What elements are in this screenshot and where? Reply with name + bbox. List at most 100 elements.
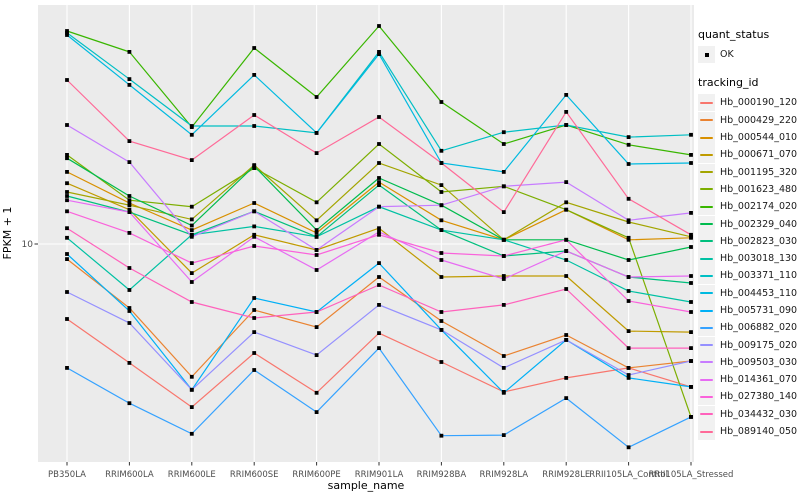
data-point: [564, 376, 569, 380]
data-point: [252, 330, 257, 334]
data-point: [689, 415, 693, 419]
legend-item-Hb_000190_120: Hb_000190_120: [698, 94, 798, 112]
legend-key: [698, 215, 715, 233]
data-point: [314, 95, 319, 99]
legend-item-Hb_034432_030: Hb_034432_030: [698, 405, 797, 423]
legend-tracking-id-items: Hb_000190_120 Hb_000429_220 Hb_000544_010 H…: [698, 94, 798, 441]
x-tick-label: RRIM928LE: [542, 470, 590, 480]
legend-key: [698, 267, 715, 285]
legend-item-label: Hb_003371_110: [720, 270, 798, 282]
data-point: [626, 275, 631, 279]
data-point: [314, 131, 319, 135]
data-point: [689, 330, 693, 334]
data-point: [189, 431, 194, 436]
data-point: [626, 445, 631, 450]
line-swatch-icon: [700, 309, 713, 312]
data-point: [189, 261, 194, 265]
data-point: [564, 237, 569, 242]
data-point: [377, 180, 381, 184]
data-point: [65, 78, 69, 82]
legend-item-Hb_004453_110: Hb_004453_110: [698, 284, 797, 302]
x-tick-label: PB350LA: [48, 470, 86, 480]
data-point: [377, 24, 381, 28]
legend-item-Hb_001623_480: Hb_001623_480: [698, 180, 797, 198]
data-point: [252, 209, 257, 214]
data-point: [439, 190, 444, 194]
legend-item-Hb_003018_130: Hb_003018_130: [698, 250, 797, 268]
data-point: [252, 164, 257, 168]
data-point: [65, 31, 69, 35]
legend-key: [698, 302, 715, 319]
data-point: [127, 83, 132, 87]
x-tick-label: RRIM600LA: [105, 470, 154, 480]
data-point: [127, 198, 132, 203]
data-point: [314, 390, 319, 395]
y-axis-title: FPKM + 1: [1, 207, 14, 260]
data-point: [65, 366, 69, 370]
data-point: [189, 217, 194, 222]
data-point: [65, 290, 69, 294]
data-point: [377, 50, 381, 54]
legend-item-label: OK: [720, 49, 734, 61]
data-point: [189, 204, 194, 209]
legend-item-label: Hb_002329_040: [720, 218, 798, 230]
data-point: [377, 176, 381, 180]
data-point: [65, 252, 69, 256]
data-point: [65, 194, 69, 198]
data-point: [689, 234, 693, 239]
legend-key: [698, 46, 715, 64]
data-point: [564, 396, 569, 400]
data-point: [377, 183, 381, 187]
legend-key: [698, 94, 715, 112]
data-point: [501, 130, 506, 135]
x-tick-label: RRIM600PE: [292, 470, 340, 480]
data-point: [65, 226, 69, 231]
line-swatch-icon: [700, 430, 713, 433]
data-point: [314, 231, 319, 235]
data-point: [439, 328, 444, 332]
data-point: [252, 316, 257, 320]
data-point: [127, 160, 132, 164]
line-swatch-icon: [700, 119, 713, 122]
data-point: [689, 274, 693, 278]
data-point: [314, 200, 319, 205]
data-point: [65, 181, 69, 186]
line-swatch-icon: [700, 257, 713, 260]
data-point: [377, 230, 381, 234]
data-point: [439, 161, 444, 165]
panel-background: [38, 5, 694, 462]
legend-title-tracking-id: tracking_id: [698, 76, 759, 90]
line-swatch-icon: [700, 413, 713, 416]
legend-item-label: Hb_000190_120: [720, 97, 798, 109]
legend-item-Hb_006882_020: Hb_006882_020: [698, 319, 797, 337]
data-point: [689, 161, 693, 165]
legend-item-Hb_000671_070: Hb_000671_070: [698, 146, 798, 164]
data-point: [439, 148, 444, 153]
data-point: [252, 368, 257, 372]
data-point: [439, 203, 444, 208]
data-point: [314, 268, 319, 272]
data-point: [127, 194, 132, 198]
data-point: [314, 228, 319, 232]
data-point: [314, 151, 319, 155]
data-point: [377, 232, 381, 237]
data-point: [377, 52, 381, 56]
data-point: [689, 385, 693, 389]
legend-key: [698, 111, 715, 129]
data-point: [65, 190, 69, 194]
data-point: [626, 237, 631, 242]
data-point: [501, 142, 506, 146]
legend-item-label: Hb_089140_050: [720, 426, 798, 438]
legend-key: [698, 146, 715, 164]
data-point: [127, 309, 132, 313]
data-point: [127, 203, 132, 208]
data-point: [314, 325, 319, 329]
data-point: [377, 161, 381, 165]
data-point: [377, 142, 381, 146]
data-point: [65, 235, 69, 240]
x-tick-label: RRII105LA_Stressed: [649, 470, 734, 480]
data-point: [252, 296, 257, 300]
data-point: [439, 228, 444, 232]
legend-item-label: Hb_000671_070: [720, 149, 798, 161]
